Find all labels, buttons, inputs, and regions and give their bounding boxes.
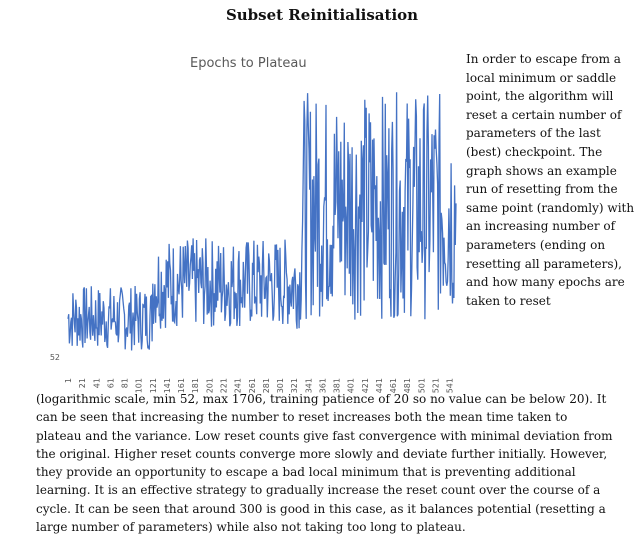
- x-axis: 521 21 41 61 81 101 121 141 161 181 201 221 241 261 28…: [50, 353, 455, 393]
- y-tick-label: 52: [50, 353, 60, 362]
- x-tick-label: 421: [361, 378, 370, 393]
- x-tick-label: 61: [106, 378, 115, 388]
- x-tick-label: 381: [333, 378, 342, 393]
- x-tick-label: 341: [304, 378, 313, 393]
- x-tick-label: 21: [78, 378, 87, 388]
- chart: 52 1 21 41 61 81 101 121 141 161 181 201 221 241 261 28…: [40, 44, 462, 394]
- x-tick-label: 81: [121, 378, 130, 388]
- x-tick-label: 541: [446, 378, 455, 393]
- x-tick-label: 1: [64, 378, 73, 383]
- chart-svg: 521 21 41 61 81 101 121 141 161 181 201 221 241 261 28…: [50, 92, 457, 393]
- x-tick-label: 361: [318, 378, 327, 393]
- x-tick-label: 441: [375, 378, 384, 393]
- x-tick-label: 201: [205, 378, 214, 393]
- x-tick-label: 41: [92, 378, 101, 388]
- x-tick-label: 461: [389, 378, 398, 393]
- x-tick-label: 121: [149, 378, 158, 393]
- x-tick-label: 181: [191, 378, 200, 393]
- x-tick-label: 221: [220, 378, 229, 393]
- x-tick-label: 261: [248, 378, 257, 393]
- x-tick-label: 141: [163, 378, 172, 393]
- side-paragraph: In order to escape from a local minimum …: [466, 52, 635, 308]
- x-tick-label: 521: [432, 378, 441, 393]
- x-tick-label: 301: [276, 378, 285, 393]
- bottom-paragraph: (logarithmic scale, min 52, max 1706, tr…: [36, 392, 613, 535]
- x-tick-label: 241: [234, 378, 243, 393]
- x-tick-label: 481: [403, 378, 412, 393]
- x-tick-label: 161: [177, 378, 186, 393]
- page-title: Subset Reinitialisation: [225, 6, 419, 24]
- plot-area: [67, 92, 457, 351]
- chart-title: Epochs to Plateau: [190, 56, 307, 71]
- x-tick-label: 281: [262, 378, 271, 393]
- x-tick-label: 501: [417, 378, 426, 393]
- x-tick-label: 101: [135, 378, 144, 393]
- x-tick-label: 321: [290, 378, 299, 393]
- x-tick-label: 401: [347, 378, 356, 393]
- series-line: [67, 92, 457, 351]
